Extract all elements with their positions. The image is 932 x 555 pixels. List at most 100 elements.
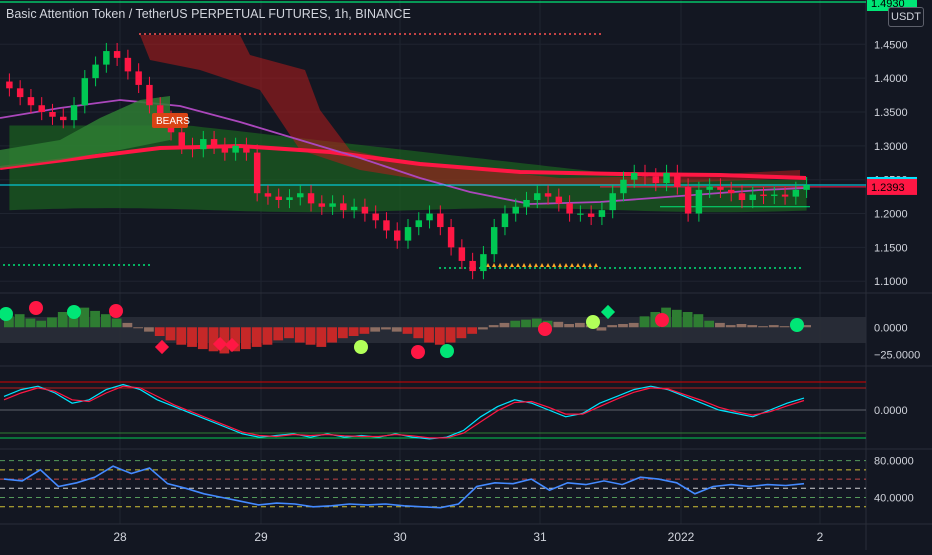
candle-body <box>243 145 250 153</box>
signal-dots-red <box>474 33 476 35</box>
signal-dots-green <box>744 267 746 269</box>
signal-dots-green <box>128 264 130 266</box>
signal-dots-red <box>409 33 411 35</box>
signal-dots-green <box>514 267 516 269</box>
signal-dots-red <box>454 33 456 35</box>
signal-dots-red <box>284 33 286 35</box>
signal-dots-green <box>98 264 100 266</box>
momentum-bar <box>144 327 154 332</box>
signal-dots-green <box>724 267 726 269</box>
candle-body <box>286 197 293 200</box>
candle-body <box>210 139 218 146</box>
candle-body <box>38 105 45 112</box>
candle-body <box>264 193 272 197</box>
momentum-bar <box>100 314 111 328</box>
signal-dots-green <box>669 267 671 269</box>
candle-body <box>512 206 519 214</box>
candle-body <box>684 186 692 214</box>
signal-dots-red <box>199 33 201 35</box>
signal-dots-green <box>33 264 35 266</box>
signal-dots-red <box>479 33 481 35</box>
momentum-bar <box>154 327 165 336</box>
candle-body <box>340 203 347 211</box>
signal-dots-red <box>534 33 536 35</box>
momentum-bar <box>467 327 478 334</box>
signal-dots-green <box>43 264 45 266</box>
signal-dots-red <box>489 33 491 35</box>
signal-dots-green <box>118 264 120 266</box>
currency-button[interactable]: USDT <box>888 7 924 27</box>
candle-body <box>534 193 541 200</box>
signal-dots-green <box>649 267 651 269</box>
signal-dots-green <box>564 267 566 269</box>
signal-dots-red <box>304 33 306 35</box>
signal-dots-green <box>73 264 75 266</box>
signal-dots-red <box>154 33 156 35</box>
signal-dots-red <box>349 33 351 35</box>
candle-body <box>81 78 89 106</box>
signal-dots-red <box>494 33 496 35</box>
candle-body <box>92 64 99 79</box>
signal-dots-green <box>714 267 716 269</box>
momentum-bar <box>316 327 327 347</box>
momentum-axis-tick: 0.0000 <box>874 322 908 334</box>
momentum-diamond <box>600 304 616 320</box>
signal-triangle-orange <box>516 263 520 267</box>
momentum-bar <box>424 327 434 343</box>
signal-dots-red <box>194 33 196 35</box>
annotation-label: BEARS <box>156 116 190 127</box>
candle-body <box>372 213 379 221</box>
signal-dots-green <box>83 264 85 266</box>
signal-dots-green <box>23 264 25 266</box>
annotation-label-box <box>152 113 188 128</box>
signal-dots-green <box>529 267 531 269</box>
momentum-bar <box>736 324 747 328</box>
signal-dots-red <box>219 33 221 35</box>
signal-dots-green <box>103 264 105 266</box>
signal-dots-green <box>444 267 446 269</box>
momentum-bar <box>208 327 219 352</box>
momentum-bar <box>90 310 100 328</box>
candle-body <box>6 81 13 89</box>
signal-dots-green <box>459 267 461 269</box>
momentum-bar <box>510 320 521 328</box>
candle-body <box>200 139 207 150</box>
momentum-bar <box>488 325 499 328</box>
signal-dots-red <box>414 33 416 35</box>
signal-dots-green <box>8 264 10 266</box>
momentum-bar <box>715 322 725 328</box>
candle-body <box>135 71 142 85</box>
candle-body <box>803 185 810 190</box>
price-label: 1.2393 <box>871 182 905 194</box>
candle-body <box>103 51 110 65</box>
momentum-marker <box>790 318 804 332</box>
momentum-bar <box>273 327 284 341</box>
momentum-bar <box>628 322 639 328</box>
signal-dots-red <box>579 33 581 35</box>
signal-dots-green <box>48 264 50 266</box>
candle-body <box>717 186 724 190</box>
signal-dots-green <box>123 264 125 266</box>
candle-body <box>706 186 713 190</box>
signal-dots-red <box>144 33 146 35</box>
momentum-bar <box>36 320 47 328</box>
momentum-bar <box>176 327 187 345</box>
signal-dots-red <box>584 33 586 35</box>
candle-body <box>275 196 282 200</box>
momentum-bar <box>327 327 337 343</box>
signal-dots-red <box>209 33 211 35</box>
momentum-marker <box>586 315 600 329</box>
signal-dots-green <box>779 267 781 269</box>
signal-dots-red <box>404 33 406 35</box>
signal-dots-red <box>594 33 596 35</box>
signal-dots-red <box>299 33 301 35</box>
signal-triangle-orange <box>510 263 514 267</box>
candle-body <box>490 227 498 255</box>
momentum-bar <box>618 324 628 328</box>
signal-dots-red <box>224 33 226 35</box>
signal-dots-red <box>164 33 166 35</box>
candle-body <box>577 213 584 215</box>
oscillator-axis-tick: 0.0000 <box>874 405 908 417</box>
